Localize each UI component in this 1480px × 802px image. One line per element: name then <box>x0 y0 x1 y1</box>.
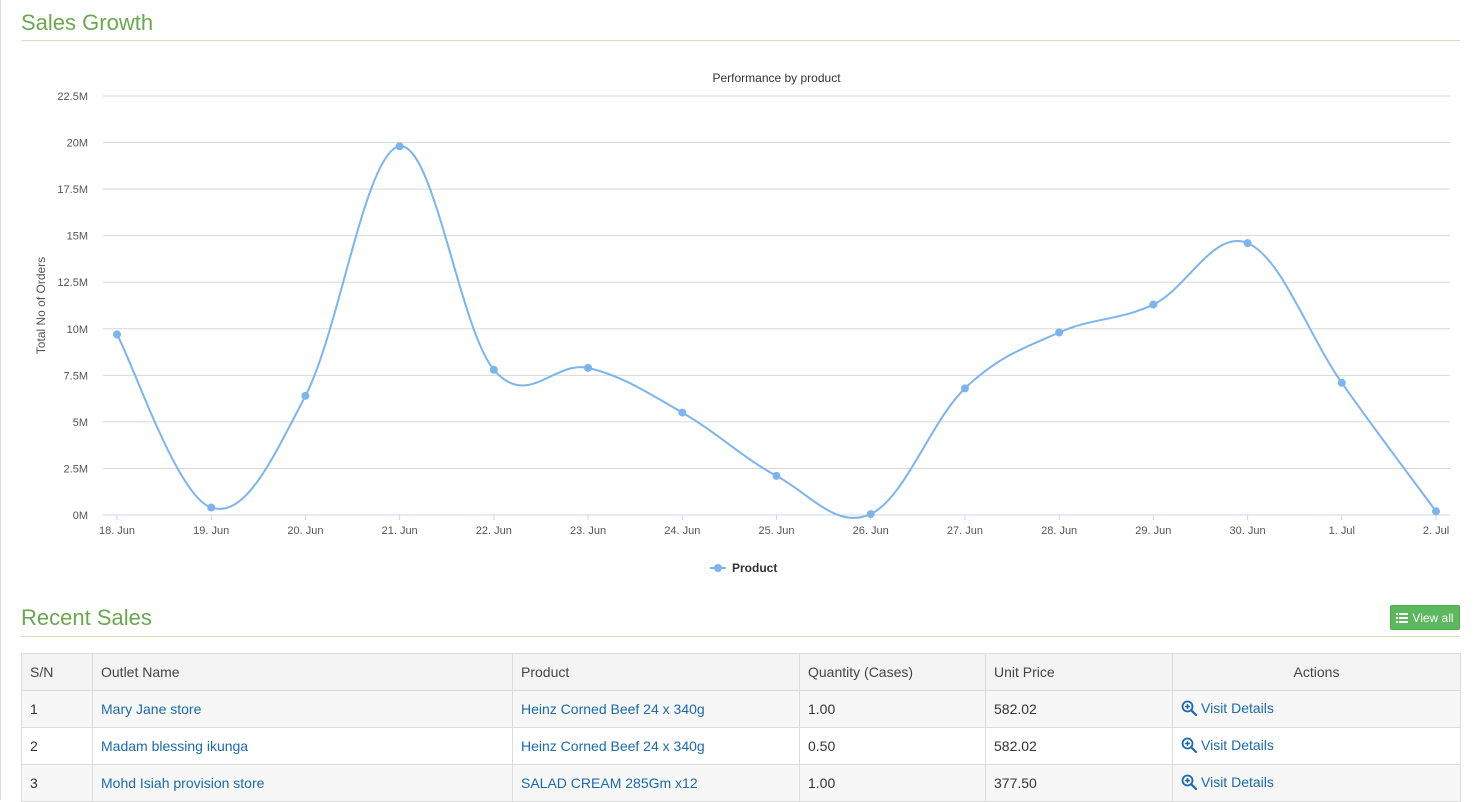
visit-details-link[interactable]: Visit Details <box>1181 774 1274 790</box>
x-tick-label: 23. Jun <box>570 525 606 537</box>
cell-unit-price: 582.02 <box>985 727 1173 765</box>
y-tick-label: 2.5M <box>64 463 88 475</box>
y-tick-label: 5M <box>73 417 88 429</box>
x-tick-label: 20. Jun <box>287 525 323 537</box>
x-tick-label: 18. Jun <box>99 525 135 537</box>
zoom-in-icon <box>1181 774 1197 790</box>
cell-unit-price: 377.50 <box>985 764 1173 802</box>
y-tick-label: 22.5M <box>57 91 88 103</box>
visit-details-label: Visit Details <box>1201 699 1274 716</box>
sales-growth-title: Sales Growth <box>21 10 154 35</box>
page-left-border <box>0 0 1 800</box>
x-tick-label: 30. Jun <box>1230 525 1266 537</box>
cell-outlet: Mary Jane store <box>92 690 513 728</box>
x-tick-label: 2. Jul <box>1423 525 1449 537</box>
column-header-product: Product <box>512 653 800 691</box>
product-link[interactable]: SALAD CREAM 285Gm x12 <box>521 775 698 791</box>
table-row: 1 Mary Jane store Heinz Corned Beef 24 x 3… <box>21 690 1461 728</box>
table-header-row: S/N Outlet Name Product Quantity (Cases)… <box>21 653 1461 691</box>
table-row: 2 Madam blessing ikunga Heinz Corned Beef … <box>21 727 1461 765</box>
x-tick-label: 29. Jun <box>1135 525 1171 537</box>
y-tick-label: 20M <box>67 138 88 150</box>
cell-product: SALAD CREAM 285Gm x12 <box>512 764 800 802</box>
y-tick-label: 17.5M <box>57 184 88 196</box>
outlet-link[interactable]: Madam blessing ikunga <box>101 738 249 754</box>
outlet-link[interactable]: Mary Jane store <box>101 701 202 717</box>
data-point <box>866 510 875 519</box>
sales-growth-chart: Performance by product 0M 2.5M 5M 7.5M 10M 12.… <box>34 71 1450 575</box>
cell-actions: Visit Details <box>1172 690 1461 728</box>
x-tick-label: 28. Jun <box>1041 525 1077 537</box>
view-all-button[interactable]: View all <box>1390 605 1460 630</box>
x-tick-label: 19. Jun <box>193 525 229 537</box>
column-header-sn: S/N <box>21 653 93 691</box>
recent-sales-table: S/N Outlet Name Product Quantity (Cases)… <box>21 653 1461 802</box>
data-point <box>1243 239 1252 248</box>
data-point <box>584 363 593 372</box>
table-row: 3 Mohd Isiah provision store SALAD CREAM 2… <box>21 764 1461 802</box>
outlet-link[interactable]: Mohd Isiah provision store <box>101 775 265 791</box>
data-point <box>113 330 121 339</box>
visit-details-link[interactable]: Visit Details <box>1181 737 1274 753</box>
data-point <box>1337 378 1346 387</box>
cell-sn: 3 <box>21 764 93 802</box>
y-tick-label: 12.5M <box>57 277 88 289</box>
view-all-label: View all <box>1412 610 1454 625</box>
visit-details-label: Visit Details <box>1201 773 1274 790</box>
x-tick-label: 27. Jun <box>947 525 983 537</box>
cell-sn: 2 <box>21 727 93 765</box>
legend-label: Product <box>732 561 777 575</box>
data-point <box>960 384 969 393</box>
cell-outlet: Mohd Isiah provision store <box>92 764 513 802</box>
data-point <box>489 365 498 374</box>
cell-sn: 1 <box>21 690 93 728</box>
data-point <box>678 408 687 417</box>
chart-title: Performance by product <box>712 71 841 85</box>
recent-sales-divider <box>21 636 1460 637</box>
column-header-actions: Actions <box>1172 653 1461 691</box>
x-tick-label: 24. Jun <box>664 525 700 537</box>
cell-product: Heinz Corned Beef 24 x 340g <box>512 727 800 765</box>
x-tick-label: 21. Jun <box>382 525 418 537</box>
y-axis-label: Total No of Orders <box>34 257 48 354</box>
y-tick-label: 10M <box>67 324 88 336</box>
column-header-unit-price: Unit Price <box>985 653 1173 691</box>
series-line-product <box>116 145 1437 519</box>
data-point <box>1055 328 1064 337</box>
data-point <box>207 503 216 512</box>
x-tick-label: 26. Jun <box>853 525 889 537</box>
cell-quantity: 0.50 <box>799 727 986 765</box>
x-tick-label: 1. Jul <box>1329 525 1355 537</box>
cell-unit-price: 582.02 <box>985 690 1173 728</box>
product-link[interactable]: Heinz Corned Beef 24 x 340g <box>521 738 705 754</box>
cell-actions: Visit Details <box>1172 727 1461 765</box>
x-tick-label: 22. Jun <box>476 525 512 537</box>
column-header-quantity: Quantity (Cases) <box>799 653 986 691</box>
y-tick-label: 0M <box>73 510 88 522</box>
cell-product: Heinz Corned Beef 24 x 340g <box>512 690 800 728</box>
visit-details-link[interactable]: Visit Details <box>1181 700 1274 716</box>
data-point <box>395 142 404 151</box>
column-header-outlet: Outlet Name <box>92 653 513 691</box>
list-icon <box>1396 612 1409 623</box>
product-link[interactable]: Heinz Corned Beef 24 x 340g <box>521 701 705 717</box>
sales-growth-divider <box>21 40 1460 41</box>
legend-marker <box>714 564 722 572</box>
data-point <box>1149 300 1158 309</box>
zoom-in-icon <box>1181 737 1197 753</box>
y-tick-label: 7.5M <box>64 370 88 382</box>
data-point <box>301 391 310 400</box>
recent-sales-title: Recent Sales <box>21 605 152 630</box>
zoom-in-icon <box>1181 700 1197 716</box>
y-tick-label: 15M <box>67 231 88 243</box>
cell-actions: Visit Details <box>1172 764 1461 802</box>
data-point <box>1432 507 1440 516</box>
cell-outlet: Madam blessing ikunga <box>92 727 513 765</box>
cell-quantity: 1.00 <box>799 690 986 728</box>
x-tick-label: 25. Jun <box>758 525 794 537</box>
cell-quantity: 1.00 <box>799 764 986 802</box>
visit-details-label: Visit Details <box>1201 736 1274 753</box>
data-point <box>772 471 781 480</box>
